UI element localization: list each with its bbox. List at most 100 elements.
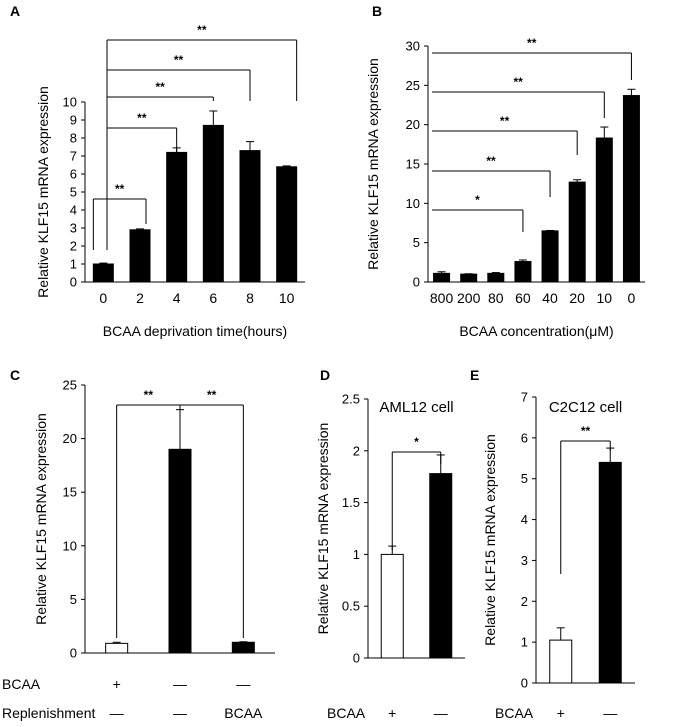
bar bbox=[622, 95, 640, 283]
x-tick-label: 60 bbox=[515, 290, 531, 306]
significance-label: ** bbox=[581, 424, 591, 438]
x-tick-label: 10 bbox=[597, 290, 613, 306]
bar bbox=[568, 181, 586, 283]
significance-label: * bbox=[414, 435, 419, 449]
significance-label: ** bbox=[115, 182, 125, 196]
row-cell: BCAA bbox=[224, 705, 263, 721]
y-tick-label: 5 bbox=[70, 185, 77, 200]
row-cell: — bbox=[110, 705, 124, 721]
significance-label: ** bbox=[155, 80, 165, 94]
y-tick-label: 2 bbox=[521, 594, 528, 609]
bar bbox=[168, 448, 192, 654]
y-axis-title: Relative KLF15 mRNA expression bbox=[315, 423, 331, 635]
row-label: BCAA bbox=[495, 705, 534, 721]
y-tick-label: 10 bbox=[406, 196, 420, 211]
y-tick-label: 6 bbox=[521, 430, 528, 445]
significance-label: ** bbox=[500, 114, 510, 128]
y-tick-label: 1 bbox=[521, 635, 528, 650]
chart-panel-b: B 0 5 10 15 20 25 30 Relative KLF15 mRNA express… bbox=[365, 3, 645, 339]
significance-label: ** bbox=[197, 23, 207, 37]
panel-letter-e: E bbox=[470, 367, 479, 383]
y-tick-label: 7 bbox=[521, 390, 528, 405]
y-tick-label: 2 bbox=[353, 443, 360, 458]
row-cell: — bbox=[173, 676, 187, 692]
y-tick-label: 0 bbox=[70, 275, 77, 290]
y-tick-label: 25 bbox=[406, 78, 420, 93]
bar bbox=[231, 641, 255, 654]
y-tick-label: 8 bbox=[70, 131, 77, 146]
row-cell: — bbox=[603, 705, 617, 721]
y-tick-label: 0 bbox=[70, 646, 77, 661]
row-label-0: BCAA bbox=[2, 676, 41, 692]
y-tick-label: 25 bbox=[63, 378, 77, 393]
row-cell: + bbox=[557, 705, 565, 721]
y-tick-label: 10 bbox=[63, 538, 77, 553]
y-axis-title: Relative KLF15 mRNA expression bbox=[35, 86, 51, 298]
y-tick-label: 0 bbox=[521, 676, 528, 691]
y-tick-label: 5 bbox=[413, 235, 420, 250]
significance-label: ** bbox=[486, 154, 496, 168]
y-tick-label: 9 bbox=[70, 113, 77, 128]
chart-panel-e: E C2C12 cell 0 1 2 3 4 5 6 7 Relative KLF15 mRNA e… bbox=[470, 367, 635, 721]
chart-panel-a: A 0 1 2 3 4 5 6 7 8 9 10 Relative KLF15 mRNA express… bbox=[10, 3, 305, 339]
x-tick-label: 0 bbox=[628, 290, 636, 306]
y-tick-label: 1 bbox=[353, 547, 360, 562]
bar bbox=[514, 261, 532, 283]
bar bbox=[429, 473, 453, 659]
bar bbox=[202, 124, 224, 283]
panel-letter-d: D bbox=[320, 367, 330, 383]
y-tick-label: 15 bbox=[63, 485, 77, 500]
y-tick-label: 2 bbox=[70, 239, 77, 254]
x-tick-label: 2 bbox=[136, 290, 144, 306]
x-axis-title: BCAA concentration(μM) bbox=[459, 323, 613, 339]
y-tick-label: 5 bbox=[521, 471, 528, 486]
significance-label: * bbox=[475, 193, 480, 207]
y-tick-label: 0.5 bbox=[342, 599, 360, 614]
row-label-1: Replenishment bbox=[2, 705, 95, 721]
y-axis-title: Relative KLF15 mRNA expression bbox=[33, 413, 49, 625]
bar bbox=[595, 137, 613, 283]
chart-panel-c: C 0 5 10 15 20 25 Relative KLF15 mRNA expressio… bbox=[2, 367, 275, 721]
y-tick-label: 4 bbox=[70, 203, 77, 218]
x-tick-label: 800 bbox=[430, 290, 454, 306]
row-cell: + bbox=[113, 676, 121, 692]
x-tick-label: 4 bbox=[173, 290, 181, 306]
y-tick-label: 0 bbox=[353, 651, 360, 666]
x-axis-title: BCAA deprivation time(hours) bbox=[103, 323, 287, 339]
y-tick-label: 3 bbox=[70, 221, 77, 236]
row-cell: + bbox=[388, 705, 396, 721]
row-label: BCAA bbox=[327, 705, 366, 721]
significance-label: ** bbox=[144, 388, 154, 402]
y-tick-label: 7 bbox=[70, 149, 77, 164]
chart-panel-d: D AML12 cell 0 0.5 1 1.5 2 2.5 Relative KLF15 mR… bbox=[315, 367, 465, 721]
bar bbox=[105, 642, 129, 654]
bar bbox=[549, 639, 573, 684]
x-tick-label: 0 bbox=[99, 290, 107, 306]
x-tick-label: 8 bbox=[246, 290, 254, 306]
y-tick-label: 5 bbox=[70, 592, 77, 607]
y-tick-label: 1 bbox=[70, 257, 77, 272]
bar bbox=[541, 230, 559, 283]
bar bbox=[460, 273, 478, 283]
bar bbox=[92, 263, 114, 283]
y-tick-label: 2.5 bbox=[342, 392, 360, 407]
x-tick-label: 6 bbox=[209, 290, 217, 306]
y-axis-title: Relative KLF15 mRNA expression bbox=[365, 58, 381, 270]
y-tick-label: 20 bbox=[406, 117, 420, 132]
y-tick-label: 0 bbox=[413, 275, 420, 290]
y-tick-label: 10 bbox=[63, 95, 77, 110]
significance-label: ** bbox=[527, 36, 537, 50]
bar bbox=[487, 272, 505, 283]
panel-letter-b: B bbox=[372, 3, 382, 19]
significance-label: ** bbox=[174, 53, 184, 67]
bar bbox=[433, 272, 451, 283]
y-tick-label: 15 bbox=[406, 157, 420, 172]
y-axis-title: Relative KLF15 mRNA expression bbox=[482, 434, 498, 646]
x-tick-label: 80 bbox=[488, 290, 504, 306]
x-tick-label: 200 bbox=[457, 290, 481, 306]
significance-label: ** bbox=[137, 111, 147, 125]
bar bbox=[380, 553, 404, 659]
y-tick-label: 3 bbox=[521, 553, 528, 568]
y-tick-label: 6 bbox=[70, 167, 77, 182]
